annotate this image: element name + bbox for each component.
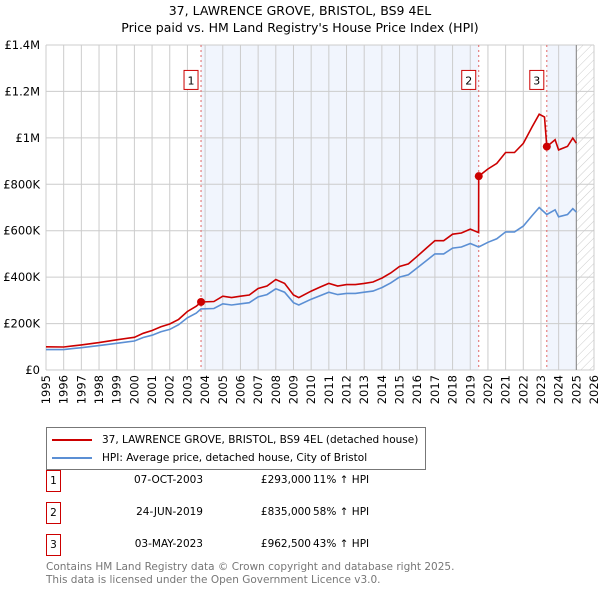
- x-tick-label: 2010: [304, 375, 318, 404]
- y-tick-label: £200K: [3, 317, 40, 331]
- x-tick-label: 2023: [534, 375, 548, 404]
- sale-label-border: [529, 69, 545, 90]
- sale-hpi: 11% ↑ HPI: [313, 474, 370, 486]
- x-tick-label: 1996: [57, 375, 71, 404]
- sale-price: £962,500: [260, 538, 311, 550]
- x-tick-label: 2018: [446, 375, 460, 404]
- sale-point: [474, 172, 483, 181]
- x-tick-label: 2008: [269, 375, 283, 404]
- shaded-period: [201, 45, 479, 370]
- x-tick-label: 2019: [463, 375, 477, 404]
- x-tick-label: 2020: [481, 375, 495, 404]
- sale-point: [197, 297, 206, 306]
- footer-licence: This data is licensed under the Open Gov…: [46, 574, 381, 586]
- sale-label-box: 2: [461, 69, 477, 90]
- legend-swatch-red: [52, 439, 92, 441]
- y-tick-label: £1.2M: [4, 84, 40, 98]
- sale-label-number: 2: [465, 74, 472, 87]
- shaded-period: [546, 45, 577, 370]
- chart-subtitle: Price paid vs. HM Land Registry's House …: [121, 20, 479, 35]
- y-tick-label: £800K: [3, 177, 40, 191]
- x-tick-label: 2007: [251, 375, 265, 404]
- y-tick-label: £600K: [3, 224, 40, 238]
- sale-label-border: [183, 69, 199, 90]
- x-tick-label: 1997: [74, 375, 88, 404]
- x-tick-label: 2004: [198, 375, 212, 404]
- x-tick-label: 2003: [180, 375, 194, 404]
- x-tick-label: 1995: [39, 375, 53, 404]
- x-tick-label: 2025: [569, 375, 583, 404]
- x-tick-label: 2001: [145, 375, 159, 404]
- x-tick-label: 2015: [393, 375, 407, 404]
- sale-row: 3 03-MAY-2023 £962,500 43% ↑ HPI: [46, 534, 446, 556]
- sale-date: 03-MAY-2023: [134, 538, 203, 550]
- y-tick-label: £1M: [15, 131, 40, 145]
- sale-price: £293,000: [260, 474, 311, 486]
- future-hatch: [576, 45, 594, 370]
- x-tick-label: 1999: [110, 375, 124, 404]
- property-series-line: [45, 113, 577, 348]
- x-tick-label: 2024: [552, 375, 566, 404]
- sale-label-border: [461, 69, 477, 90]
- x-tick-label: 2016: [410, 375, 424, 404]
- footer-copyright: Contains HM Land Registry data © Crown c…: [46, 561, 455, 573]
- legend: 37, LAWRENCE GROVE, BRISTOL, BS9 4EL (de…: [46, 427, 426, 470]
- sale-hpi: 43% ↑ HPI: [313, 538, 370, 550]
- sale-label-box: 3: [529, 69, 545, 90]
- sale-marker: 2: [46, 502, 61, 524]
- sale-marker: 1: [46, 470, 61, 492]
- sale-label-number: 1: [188, 74, 195, 87]
- sale-point: [542, 142, 551, 151]
- x-tick-label: 2002: [163, 375, 177, 404]
- x-tick-label: 2012: [340, 375, 354, 404]
- legend-label: HPI: Average price, detached house, City…: [102, 452, 368, 464]
- x-tick-label: 2000: [127, 375, 141, 404]
- legend-item-hpi: HPI: Average price, detached house, City…: [47, 449, 367, 467]
- sale-label-box: 1: [183, 69, 199, 90]
- sale-label-number: 3: [533, 74, 540, 87]
- x-tick-label: 2006: [233, 375, 247, 404]
- y-tick-label: £400K: [3, 270, 40, 284]
- x-tick-label: 2022: [516, 375, 530, 404]
- x-tick-label: 2013: [357, 375, 371, 404]
- legend-swatch-blue: [52, 457, 92, 459]
- x-tick-label: 2011: [322, 375, 336, 404]
- legend-item-property: 37, LAWRENCE GROVE, BRISTOL, BS9 4EL (de…: [47, 431, 418, 449]
- sale-price: £835,000: [260, 506, 311, 518]
- y-tick-label: £1.4M: [4, 38, 40, 52]
- legend-label: 37, LAWRENCE GROVE, BRISTOL, BS9 4EL (de…: [102, 434, 419, 446]
- hpi-series-line: [46, 206, 577, 351]
- sale-row: 1 07-OCT-2003 £293,000 11% ↑ HPI: [46, 470, 446, 492]
- x-tick-label: 2009: [286, 375, 300, 404]
- x-tick-label: 1998: [92, 375, 106, 404]
- x-tick-label: 2014: [375, 375, 389, 404]
- sale-hpi: 58% ↑ HPI: [313, 506, 370, 518]
- x-tick-label: 2021: [499, 375, 513, 404]
- chart-title: 37, LAWRENCE GROVE, BRISTOL, BS9 4EL: [168, 3, 432, 18]
- price-chart: 1995 1996 1997 1998 1999 2000 2001 2002 2003 2004…: [3, 38, 600, 404]
- sale-marker: 3: [46, 534, 61, 556]
- sale-row: 2 24-JUN-2019 £835,000 58% ↑ HPI: [46, 502, 446, 524]
- y-tick-label: £0: [25, 363, 40, 377]
- x-tick-label: 2026: [587, 375, 600, 404]
- sale-date: 07-OCT-2003: [134, 474, 203, 486]
- x-tick-label: 2005: [216, 375, 230, 404]
- sale-date: 24-JUN-2019: [136, 506, 203, 518]
- x-tick-label: 2017: [428, 375, 442, 404]
